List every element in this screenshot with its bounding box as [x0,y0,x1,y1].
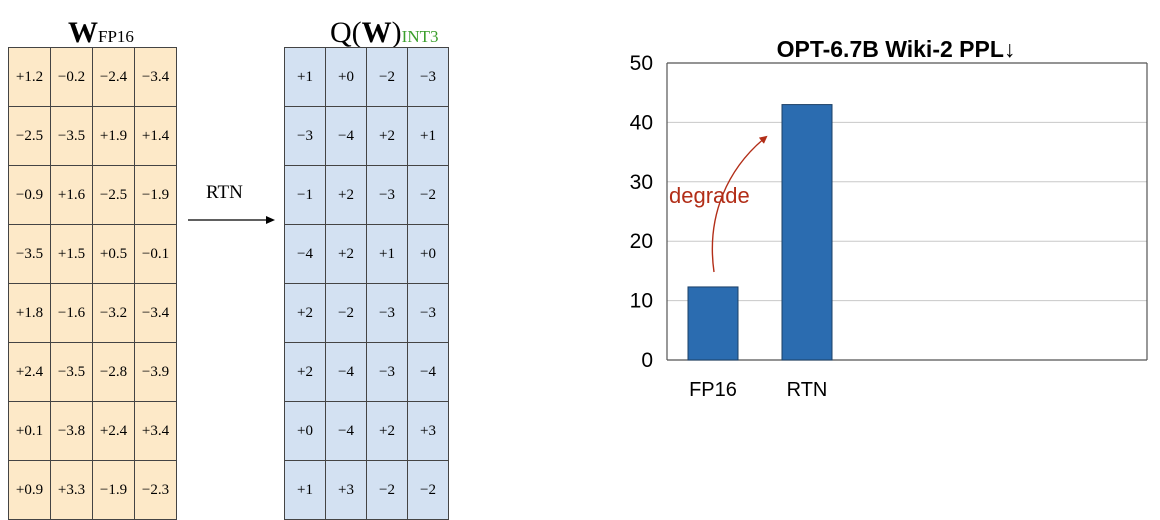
fp16-matrix-row: −0.9 +1.6 −2.5 −1.9 [8,165,177,225]
q-prefix: Q( [330,16,362,49]
matrix-cell: +2 [284,283,326,343]
bar-rtn [781,104,833,361]
fp16-matrix-title: WFP16 [68,16,134,50]
matrix-cell: −2 [407,460,449,520]
degrade-annotation: degrade [669,135,768,273]
x-axis-labels: FP16 RTN [689,379,827,401]
chart-bars [687,104,833,361]
matrix-cell: −3.2 [92,283,135,343]
w-symbol: W [361,16,392,49]
matrix-cell: −4 [325,106,367,166]
fp16-matrix-row: −2.5 −3.5 +1.9 +1.4 [8,106,177,166]
matrix-cell: −2 [366,460,408,520]
matrix-cell: −3 [284,106,326,166]
int3-matrix-row: −4 +2 +1 +0 [284,224,449,284]
y-tick-label: 40 [630,111,653,134]
matrix-cell: +0 [325,47,367,107]
matrix-cell: −2.4 [92,47,135,107]
matrix-cell: +3 [325,460,367,520]
matrix-cell: −4 [284,224,326,284]
int3-matrix-row: −1 +2 −3 −2 [284,165,449,225]
matrix-cell: +2 [366,106,408,166]
bar-fp16 [687,286,739,361]
matrix-cell: −3 [366,165,408,225]
y-tick-label: 10 [630,290,653,313]
int3-matrix-row: +1 +3 −2 −2 [284,460,449,520]
y-tick-label: 20 [630,230,653,253]
matrix-cell: −3.4 [134,283,177,343]
matrix-cell: +1 [366,224,408,284]
matrix-cell: +2 [284,342,326,402]
fp16-matrix-row: +1.2 −0.2 −2.4 −3.4 [8,47,177,107]
ppl-bar-chart: OPT-6.7B Wiki-2 PPL↓ 0 10 20 30 40 50 FP16 RTN… [630,36,1148,401]
fp16-matrix-row: +0.9 +3.3 −1.9 −2.3 [8,460,177,520]
matrix-cell: +0.9 [8,460,51,520]
matrix-cell: +1.4 [134,106,177,166]
matrix-cell: +1 [284,47,326,107]
y-axis-ticks: 0 10 20 30 40 50 [630,52,653,372]
matrix-cell: +1 [407,106,449,166]
matrix-cell: −1 [284,165,326,225]
matrix-cell: +2.4 [8,342,51,402]
matrix-cell: −4 [407,342,449,402]
y-tick-label: 0 [641,349,653,372]
matrix-cell: −2.5 [92,165,135,225]
matrix-cell: +1 [284,460,326,520]
matrix-cell: +0 [407,224,449,284]
matrix-cell: −2.5 [8,106,51,166]
rtn-label: RTN [206,182,243,203]
fp16-matrix-row: +1.8 −1.6 −3.2 −3.4 [8,283,177,343]
matrix-cell: −2.3 [134,460,177,520]
y-tick-label: 30 [630,171,653,194]
matrix-cell: −3 [407,47,449,107]
degrade-label: degrade [669,183,750,208]
matrix-cell: +1.5 [50,224,93,284]
q-suffix: ) [391,16,402,49]
matrix-cell: +3.3 [50,460,93,520]
matrix-cell: −1.9 [134,165,177,225]
matrix-cell: −0.1 [134,224,177,284]
matrix-cell: −1.6 [50,283,93,343]
chart-gridlines [666,62,1148,361]
matrix-cell: −1.9 [92,460,135,520]
matrix-cell: −3 [366,283,408,343]
x-category-label: FP16 [689,379,737,401]
int3-matrix-row: +1 +0 −2 −3 [284,47,449,107]
matrix-cell: −3.5 [8,224,51,284]
int3-matrix-row: −3 −4 +2 +1 [284,106,449,166]
int3-subscript: INT3 [401,27,439,46]
matrix-cell: −0.2 [50,47,93,107]
matrix-cell: +2 [325,224,367,284]
int3-matrix-title: Q(W)INT3 [330,16,438,50]
fp16-subscript: FP16 [98,27,134,46]
matrix-cell: +2 [325,165,367,225]
rtn-arrow-icon [188,216,275,224]
fp16-matrix-row: −3.5 +1.5 +0.5 −0.1 [8,224,177,284]
w-symbol: W [68,16,98,49]
matrix-cell: −3.5 [50,106,93,166]
curved-arrow-icon [711,135,768,273]
int3-matrix-row: +2 −2 −3 −3 [284,283,449,343]
chart-title: OPT-6.7B Wiki-2 PPL↓ [777,36,1016,62]
matrix-cell: −3.4 [134,47,177,107]
x-category-label: RTN [787,379,828,401]
y-tick-label: 50 [630,52,653,75]
